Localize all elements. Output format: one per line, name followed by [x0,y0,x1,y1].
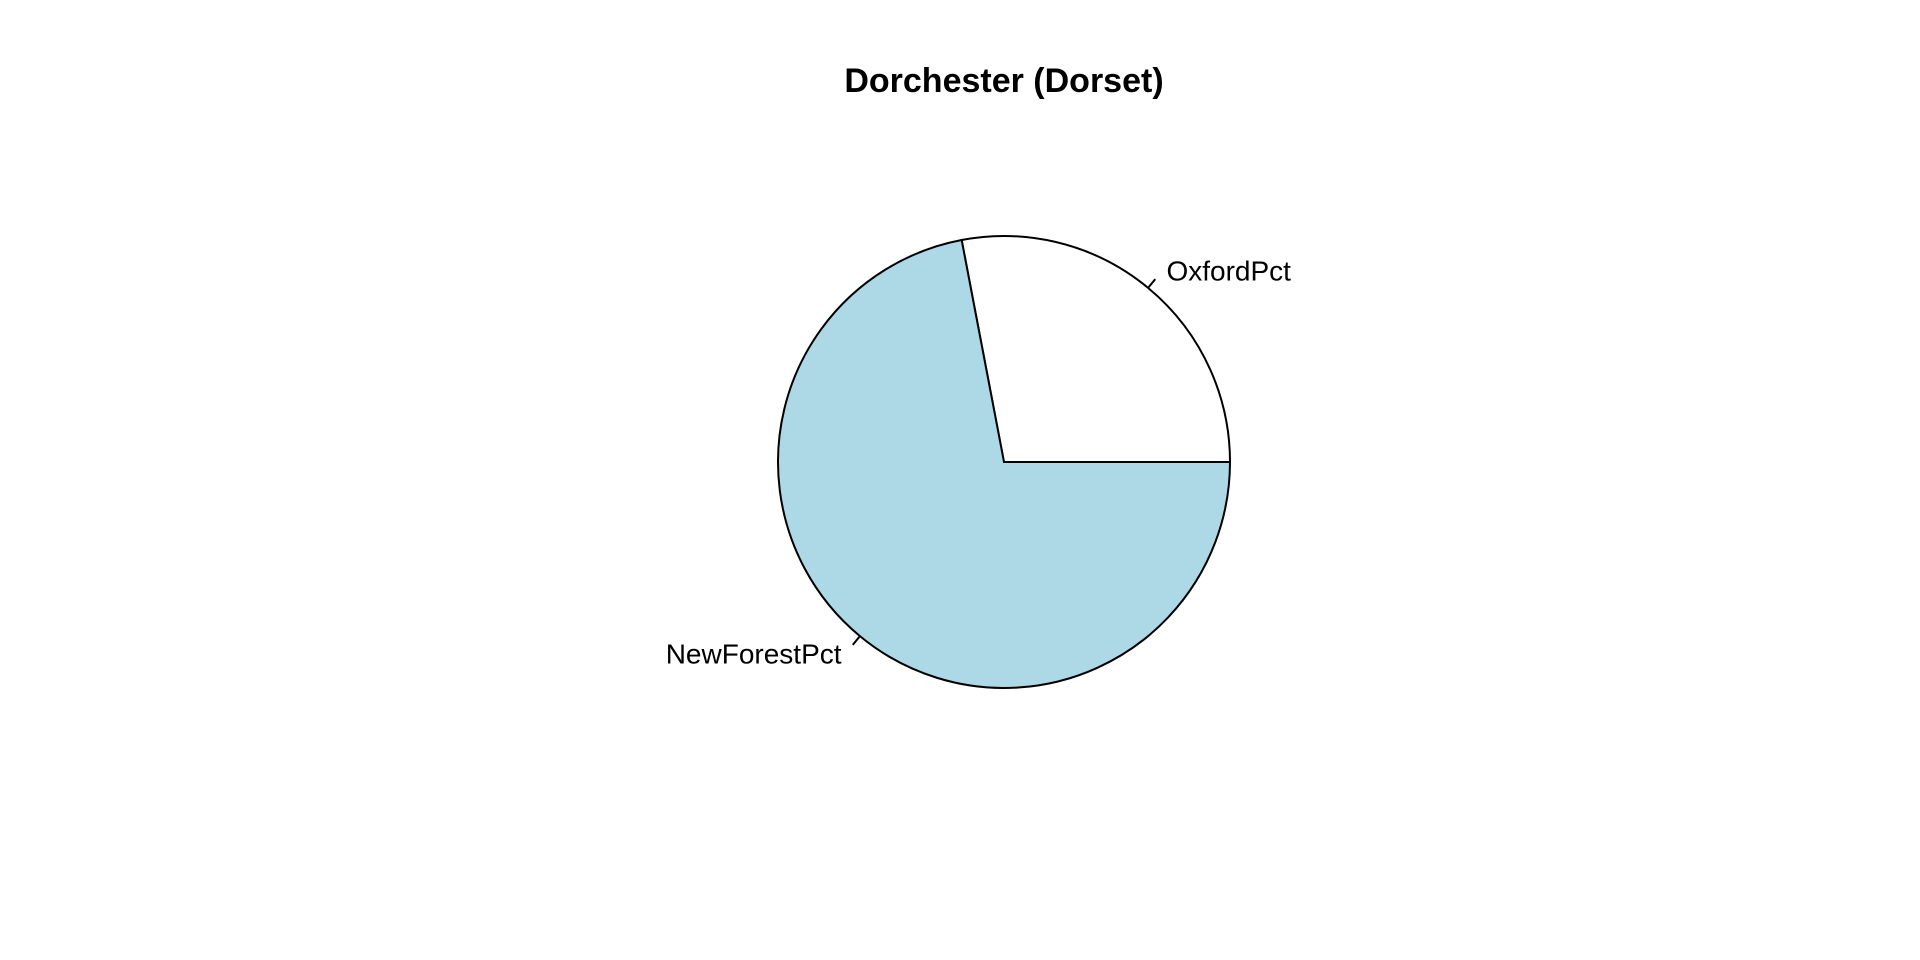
leader-line-oxford-pct [1147,278,1157,289]
slice-labels: OxfordPct NewForestPct [666,255,1291,669]
slice-label-new-forest-pct: NewForestPct [666,639,842,670]
pie-slices [777,235,1232,689]
slice-leaders [851,278,1157,646]
chart-title: Dorchester (Dorset) [844,62,1163,100]
pie-slice-new-forest-pct [777,238,1232,689]
pie-slice-oxford-pct [960,235,1232,463]
leader-line-new-forest-pct [851,635,861,646]
slice-label-oxford-pct: OxfordPct [1166,255,1291,286]
